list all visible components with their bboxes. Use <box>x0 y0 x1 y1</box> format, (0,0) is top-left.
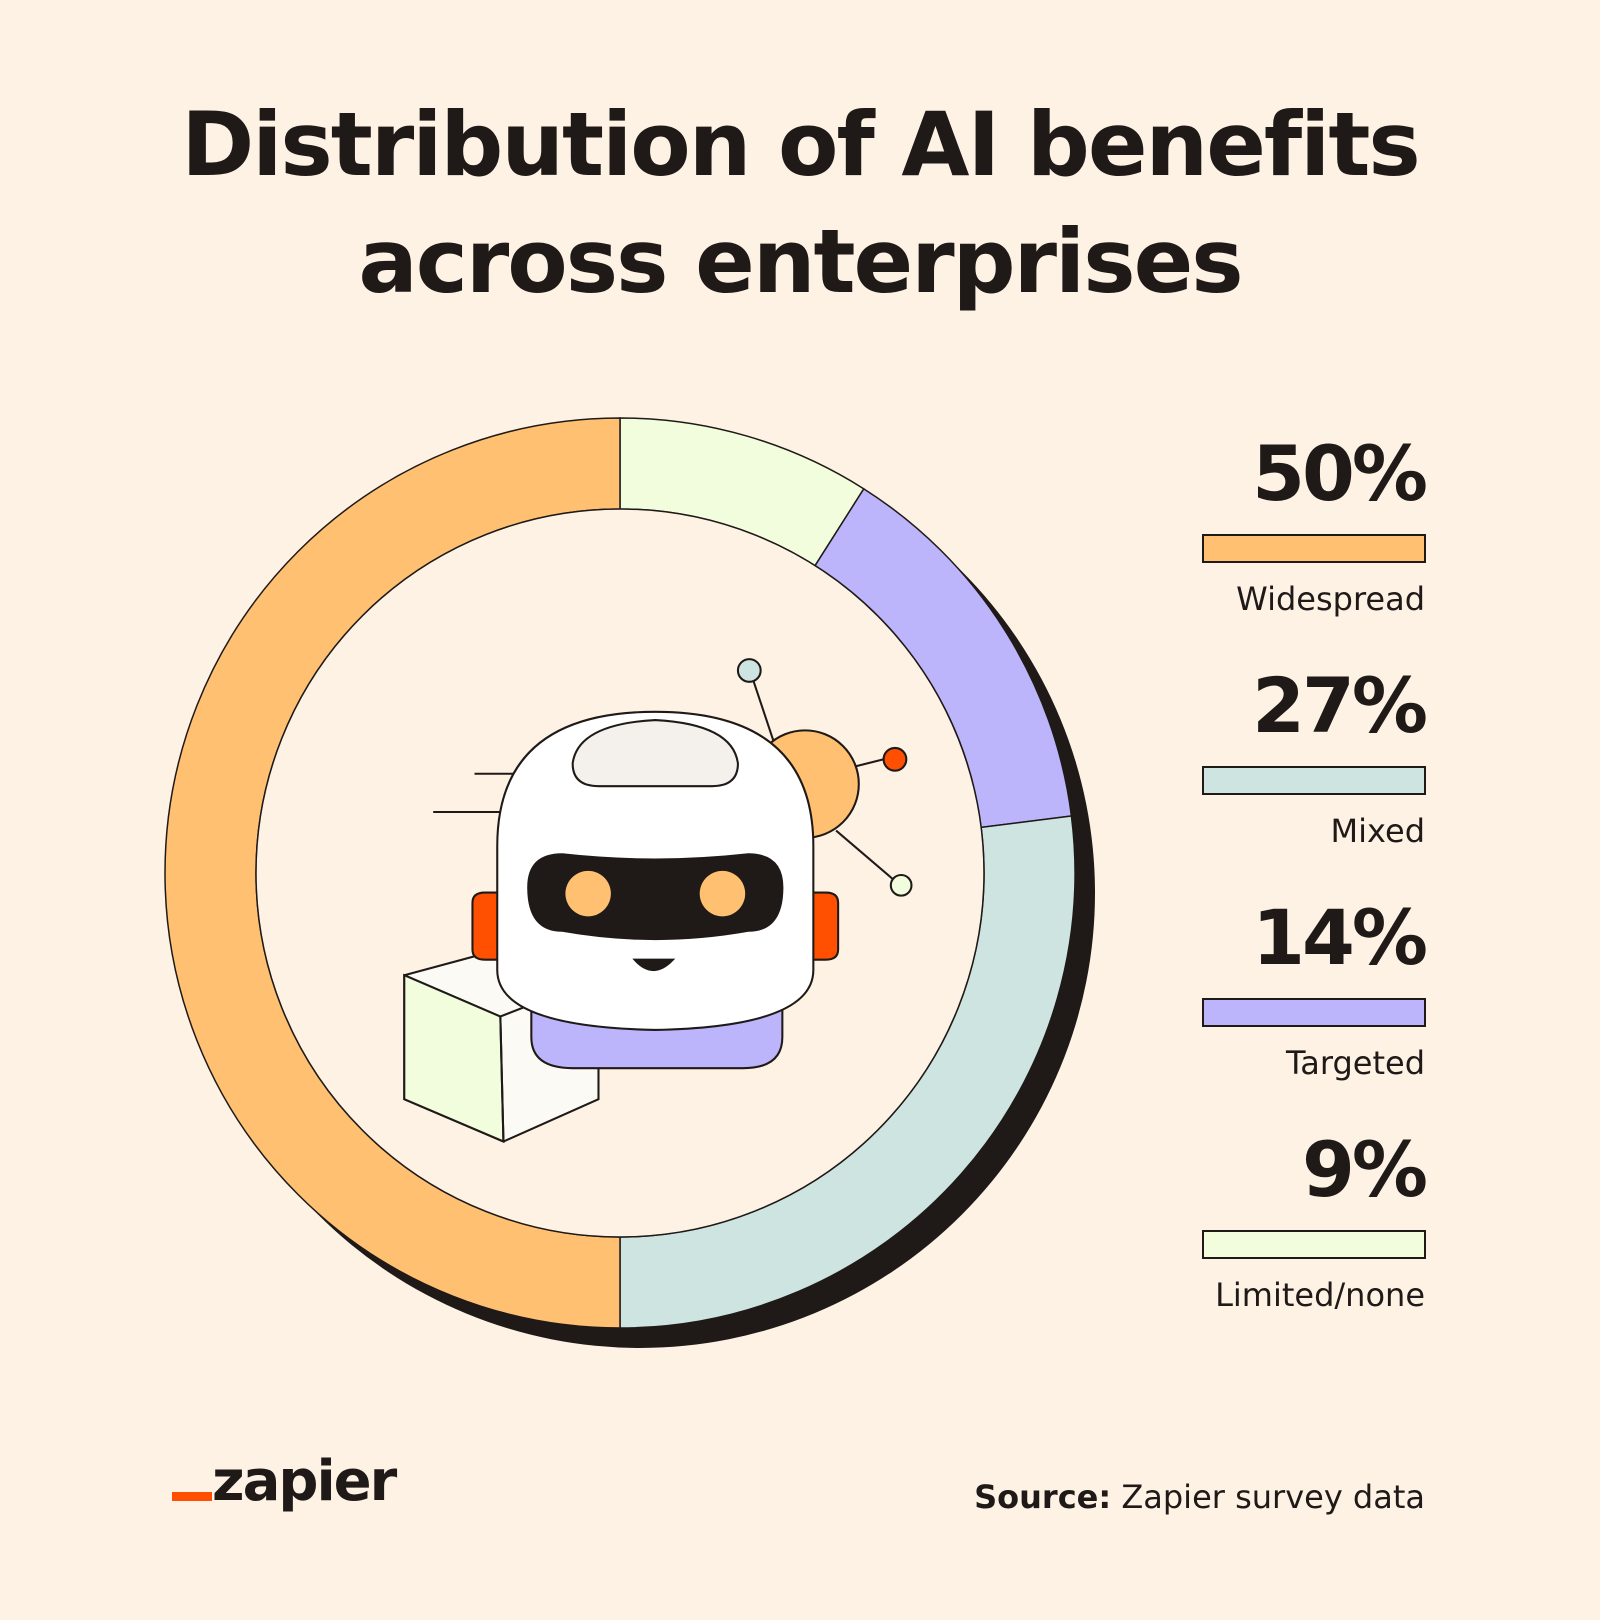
value-label: 9% <box>1302 1125 1426 1214</box>
legend-label: Widespread <box>1236 580 1425 618</box>
source-text: Zapier survey data <box>1121 1478 1425 1516</box>
robot-illustration <box>403 658 913 1144</box>
value-label: 50% <box>1252 429 1426 518</box>
logo: zapier <box>212 1449 398 1514</box>
legend-label: Limited/none <box>1215 1276 1425 1314</box>
chart-title: across enterprises <box>358 210 1241 313</box>
chart-title: Distribution of AI benefits <box>181 93 1419 196</box>
value-label: 27% <box>1252 661 1426 750</box>
legend-swatch <box>1202 998 1426 1027</box>
source: Source: Zapier survey data <box>974 1478 1425 1516</box>
legend-label: Targeted <box>1285 1044 1425 1082</box>
source-label: Source: <box>974 1478 1111 1516</box>
logo-mark <box>172 1492 212 1501</box>
legend-swatch <box>1202 534 1426 563</box>
legend-label: Mixed <box>1331 812 1425 850</box>
value-label: 14% <box>1252 893 1426 982</box>
legend-swatch <box>1202 766 1426 795</box>
legend: 50% Widespread 27% Mixed 14% Targeted 9% Limite… <box>1202 429 1429 1314</box>
legend-swatch <box>1202 1230 1426 1259</box>
